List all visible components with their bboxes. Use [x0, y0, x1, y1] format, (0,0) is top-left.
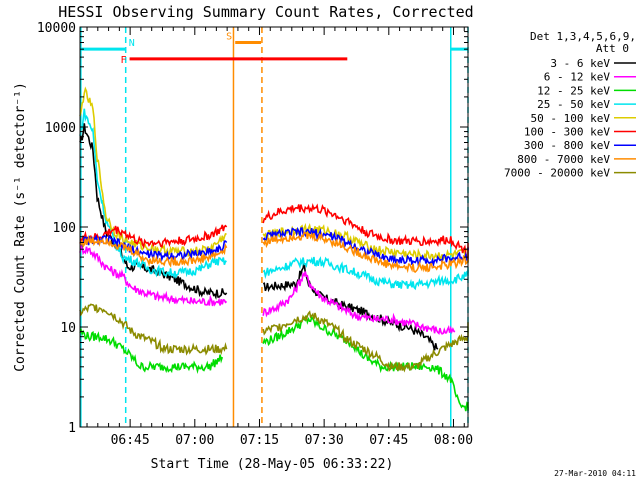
series-line	[262, 314, 469, 412]
generation-timestamp: 27-Mar-2010 04:11	[554, 469, 636, 478]
series-line	[262, 222, 469, 262]
flag-label: N	[129, 38, 135, 49]
series-line	[79, 224, 228, 249]
y-tick-label: 1000	[45, 121, 76, 136]
legend-label: 12 - 25 keV	[537, 84, 610, 97]
legend-label: 300 - 800 keV	[524, 139, 610, 152]
y-tick-label: 10	[60, 321, 76, 336]
series-line	[79, 123, 228, 300]
legend-label: 100 - 300 keV	[524, 126, 610, 139]
x-tick-label: 07:15	[240, 433, 279, 448]
x-tick-label: 07:00	[175, 433, 214, 448]
legend-label: 7000 - 20000 keV	[504, 167, 610, 180]
x-axis-label: Start Time (28-May-05 06:33:22)	[151, 457, 394, 472]
legend-label: 3 - 6 keV	[550, 57, 610, 70]
y-tick-label: 10000	[37, 21, 76, 36]
x-tick-label: 07:45	[369, 433, 408, 448]
series-line	[262, 202, 469, 259]
series-line	[79, 234, 228, 268]
x-tick-label: 08:00	[434, 433, 473, 448]
series-line	[262, 256, 469, 291]
series-line	[262, 231, 469, 274]
flag-label: S	[226, 31, 232, 42]
legend-label: 800 - 7000 keV	[517, 153, 610, 166]
flag-label: F	[121, 55, 127, 66]
legend-label: 6 - 12 keV	[544, 71, 611, 84]
legend-header-line2: Att 0	[596, 42, 629, 55]
legend-label: 50 - 100 keV	[531, 112, 611, 125]
x-tick-label: 06:45	[111, 433, 150, 448]
chart-title: HESSI Observing Summary Count Rates, Cor…	[58, 3, 473, 21]
legend-header-line1: Det 1,3,4,5,6,9,	[530, 30, 636, 43]
series-line	[79, 303, 228, 356]
legend-label: 25 - 50 keV	[537, 98, 610, 111]
y-tick-label: 100	[53, 221, 76, 236]
series-line	[262, 271, 456, 335]
series-line	[79, 244, 228, 307]
series-line	[79, 327, 224, 374]
series-line	[79, 108, 227, 279]
y-axis-label: Corrected Count Rate (s⁻¹ detector⁻¹)	[13, 82, 28, 372]
y-tick-label: 1	[68, 421, 76, 436]
series-line	[262, 310, 469, 373]
x-tick-label: 07:30	[305, 433, 344, 448]
series-line	[262, 226, 469, 268]
